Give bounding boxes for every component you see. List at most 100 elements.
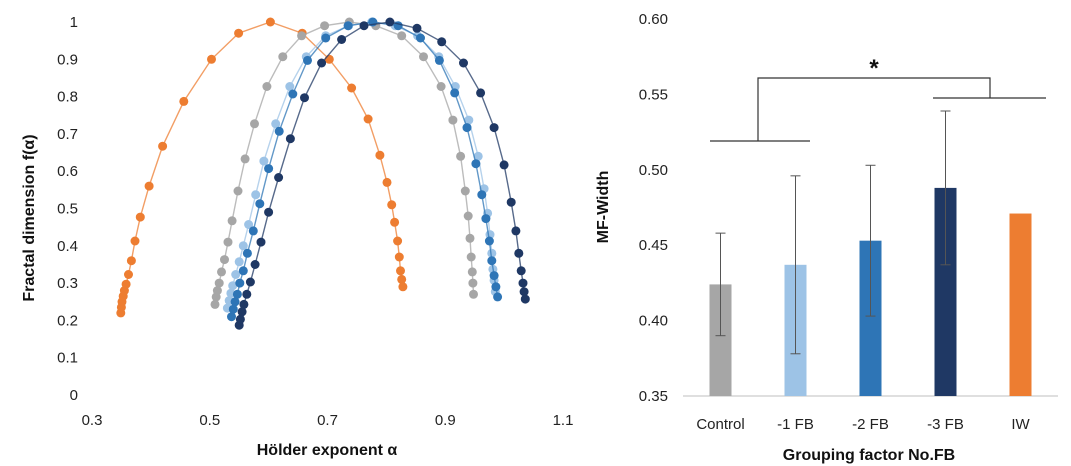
spectrum-point (130, 236, 140, 246)
error-bar-2 (790, 175, 801, 355)
spectrum-point (516, 266, 526, 276)
spectrum-y-tick: 0.1 (57, 350, 78, 367)
error-bar-1 (715, 232, 726, 337)
spectrum-point (463, 211, 473, 221)
spectrum-point (251, 190, 261, 200)
spectrum-point (511, 226, 521, 236)
spectrum-point (437, 37, 447, 47)
spectrum-point (255, 199, 265, 209)
spectrum-point (416, 33, 425, 43)
spectrum-point (398, 282, 408, 292)
spectrum-point (300, 93, 309, 103)
spectrum-point (396, 266, 405, 276)
spectrum-point (506, 197, 516, 207)
spectrum-point (135, 212, 145, 222)
spectrum-point (264, 207, 274, 217)
spectrum-point (144, 181, 154, 191)
bar-category-label: -3 FB (927, 416, 964, 433)
spectrum-point (126, 256, 136, 266)
spectrum-point (466, 252, 476, 262)
spectrum-point (397, 274, 407, 284)
spectrum-x-ticks: 0.3 0.5 0.7 0.9 1.1 (82, 412, 574, 429)
spectrum-y-tick: 0.3 (57, 275, 78, 292)
spectrum-point (343, 21, 353, 31)
bracket-connector (757, 77, 991, 141)
spectrum-point (244, 220, 254, 229)
bar-y-tick: 0.40 (639, 313, 668, 330)
spectrum-point (220, 255, 229, 265)
spectrum-point (514, 248, 524, 258)
bar-category-label: -2 FB (852, 416, 889, 433)
spectrum-point (233, 186, 243, 196)
spectrum-point (245, 277, 255, 287)
bar-error-bars (715, 110, 951, 355)
spectrum-point (464, 115, 474, 125)
spectrum-point (223, 237, 233, 247)
spectrum-point (473, 151, 483, 161)
spectrum-point (250, 119, 259, 129)
spectrum-point (264, 164, 274, 174)
spectrum-point (393, 236, 403, 246)
spectrum-point (250, 260, 260, 269)
spectrum-point (397, 31, 407, 41)
spectrum-y-tick: 0.6 (57, 163, 78, 180)
spectrum-point (412, 23, 422, 33)
spectrum-point (487, 256, 497, 266)
spectrum-point (212, 286, 222, 296)
significance-star: * (869, 55, 879, 82)
bar-y-ticks: 0.35 0.40 0.45 0.50 0.55 0.60 (639, 11, 668, 405)
spectrum-point (238, 241, 248, 251)
spectrum-point (265, 17, 275, 27)
spectrum-chart: 00.10.20.30.40.50.60.70.80.91 0.3 0.5 0.7 0… (21, 14, 573, 459)
spectrum-y-tick: 1 (70, 14, 78, 31)
spectrum-point (297, 31, 307, 41)
spectrum-point (231, 270, 241, 279)
spectrum-point (320, 21, 330, 31)
bar-category-label: -1 FB (777, 416, 814, 433)
mf-width-chart: 0.35 0.40 0.45 0.50 0.55 0.60 Control -1 FB -2 … (595, 11, 1058, 464)
spectrum-point (217, 267, 226, 277)
bar-category-labels: Control -1 FB -2 FB -3 FB IW (696, 416, 1030, 433)
spectrum-point (467, 267, 477, 277)
spectrum-point (259, 156, 269, 166)
significance-bracket: * (710, 55, 1046, 142)
spectrum-y-tick: 0 (70, 387, 78, 404)
spectrum-point (484, 236, 494, 246)
spectrum-series-2 (210, 17, 478, 309)
spectrum-point (347, 83, 357, 93)
spectrum-point (242, 248, 252, 258)
spectrum-point (262, 82, 272, 91)
spectrum-point (456, 151, 466, 161)
spectrum-point (207, 54, 216, 64)
spectrum-point (448, 115, 458, 125)
spectrum-point (390, 217, 400, 227)
bar-y-tick: 0.60 (639, 11, 668, 28)
spectrum-y-label: Fractal dimension f(α) (21, 134, 38, 301)
bar-y-label: MF-Width (595, 171, 612, 244)
spectrum-point (274, 126, 284, 136)
spectrum-point (499, 160, 509, 170)
spectrum-point (248, 226, 258, 236)
spectrum-point (238, 266, 248, 276)
spectrum-point (487, 248, 497, 258)
spectrum-point (359, 21, 369, 31)
spectrum-x-tick: 0.3 (82, 412, 103, 429)
spectrum-point (227, 312, 236, 322)
spectrum-y-tick: 0.4 (57, 238, 78, 255)
spectrum-y-tick: 0.5 (57, 201, 78, 218)
spectrum-point (237, 307, 247, 317)
spectrum-point (436, 82, 446, 91)
spectrum-point (230, 297, 240, 307)
spectrum-point (468, 278, 478, 288)
bar-x-label: Grouping factor No.FB (783, 447, 955, 464)
spectrum-point (210, 299, 220, 309)
bar-4 (934, 187, 957, 396)
spectrum-point (382, 177, 392, 187)
spectrum-point (227, 216, 237, 226)
spectrum-point (471, 159, 481, 169)
spectrum-point (375, 150, 385, 160)
spectrum-point (214, 278, 224, 288)
spectrum-series-3 (222, 17, 500, 313)
spectrum-point (256, 237, 266, 247)
spectrum-series-1 (116, 17, 408, 318)
